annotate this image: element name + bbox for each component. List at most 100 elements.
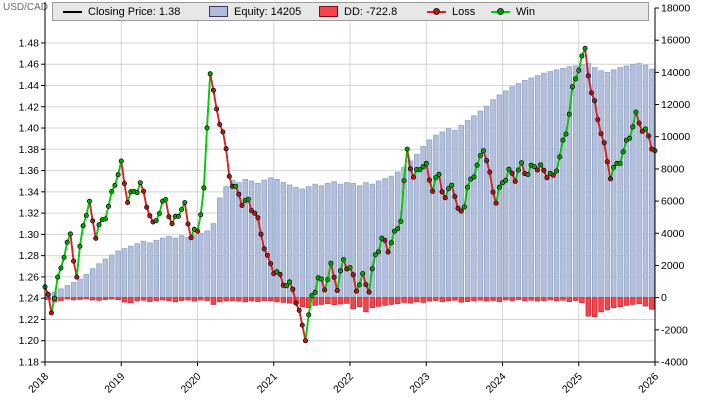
trade-marker-center — [517, 169, 520, 171]
dd-bar — [217, 297, 223, 303]
trade-marker-center — [222, 131, 224, 133]
trade-marker-center — [546, 177, 548, 179]
dd-bar — [522, 297, 528, 302]
dd-bar — [128, 297, 134, 304]
trade-marker-center — [269, 262, 272, 265]
trade-marker-center — [466, 186, 469, 188]
equity-bar — [223, 186, 229, 299]
equity-bar — [464, 120, 471, 298]
trade-marker-center — [527, 173, 529, 176]
dd-bar — [509, 297, 515, 301]
trade-marker-center — [212, 89, 215, 91]
trade-marker-center — [514, 180, 516, 182]
dd-bar — [159, 297, 166, 301]
win-marker-swatch-icon — [491, 8, 510, 15]
trade-marker-center — [228, 175, 230, 178]
trade-marker-center — [193, 228, 195, 230]
trade-marker-center — [403, 179, 405, 182]
trade-marker-center — [111, 190, 113, 193]
trade-marker-center — [288, 281, 291, 283]
trade-marker-center — [463, 206, 466, 208]
trade-marker-center — [209, 73, 211, 75]
trade-marker-center — [320, 278, 323, 280]
trade-marker-center — [149, 215, 151, 217]
trade-marker-center — [298, 309, 300, 311]
trade-marker-center — [130, 191, 132, 193]
trade-marker-center — [578, 69, 580, 72]
legend-closing-price-label: Closing Price: 1.38 — [88, 5, 181, 18]
trade-marker-center — [609, 178, 612, 180]
equity-tick-label: 10000 — [661, 131, 690, 143]
dd-bar — [331, 297, 337, 306]
trade-marker-center — [397, 228, 399, 230]
trade-marker-center — [308, 314, 310, 316]
trade-marker-center — [400, 220, 402, 223]
dd-bar — [134, 297, 140, 302]
dd-bar — [401, 297, 407, 303]
dd-bar — [617, 297, 623, 308]
trade-marker-center — [133, 190, 135, 193]
trade-marker-center — [559, 156, 561, 158]
trade-marker-center — [568, 113, 570, 115]
equity-bar — [394, 171, 401, 299]
trade-marker-center — [368, 291, 370, 293]
trade-marker-center — [295, 302, 297, 304]
trade-segment — [403, 149, 409, 181]
dd-bar — [223, 297, 229, 302]
trade-marker-center — [574, 78, 577, 80]
trade-marker-center — [606, 161, 608, 163]
dd-bar — [267, 297, 274, 302]
trade-marker-center — [92, 220, 94, 222]
equity-bar — [121, 248, 128, 299]
trade-marker-center — [451, 184, 453, 186]
dd-bar — [77, 297, 83, 300]
dd-bar — [350, 297, 356, 310]
trade-marker-center — [409, 168, 412, 170]
trade-segment — [336, 270, 342, 291]
dd-bar — [541, 297, 547, 301]
equity-bar — [585, 63, 592, 299]
chart-legend: Closing Price: 1.38 Equity: 14205 DD: -7… — [52, 2, 649, 21]
legend-loss-label: Loss — [452, 5, 476, 18]
trade-marker-center — [161, 200, 164, 202]
trade-marker-center — [651, 148, 653, 150]
trade-marker-center — [555, 170, 558, 172]
year-tick-label: 2019 — [102, 371, 127, 396]
dd-bar — [280, 297, 287, 303]
equity-bar — [83, 273, 90, 298]
trade-marker-center — [69, 233, 72, 235]
trade-marker-center — [447, 187, 450, 190]
dd-bar — [611, 297, 617, 309]
equity-tick-label: 6000 — [661, 196, 685, 208]
trade-marker-center — [616, 162, 618, 165]
trade-segment — [304, 314, 310, 341]
dd-bar — [439, 297, 445, 302]
year-tick-label: 2018 — [26, 371, 51, 396]
trade-marker-center — [644, 128, 647, 130]
trade-marker-center — [457, 207, 459, 209]
dd-bar — [566, 297, 573, 302]
equity-tick-label: 8000 — [661, 163, 685, 175]
trade-marker-center — [362, 272, 364, 275]
dd-bar — [515, 297, 522, 300]
equity-bar — [96, 263, 102, 298]
equity-bar — [483, 105, 490, 299]
price-tick-label: 1.28 — [19, 250, 40, 262]
equity-bar — [178, 235, 185, 298]
dd-bar — [318, 297, 325, 305]
trade-marker-center — [72, 260, 75, 262]
trade-marker-center — [482, 150, 485, 152]
trade-segment — [164, 199, 170, 217]
year-tick-label: 2022 — [331, 371, 356, 396]
trade-marker-center — [416, 168, 418, 171]
trade-segment — [196, 214, 202, 232]
equity-bar — [649, 68, 655, 299]
trade-marker-center — [136, 191, 138, 194]
trade-marker-center — [492, 191, 494, 193]
dd-bar — [388, 297, 395, 305]
trade-marker-center — [174, 215, 176, 218]
equity-bar — [197, 232, 204, 299]
price-tick-label: 1.26 — [19, 271, 40, 283]
equity-bar — [522, 80, 528, 298]
